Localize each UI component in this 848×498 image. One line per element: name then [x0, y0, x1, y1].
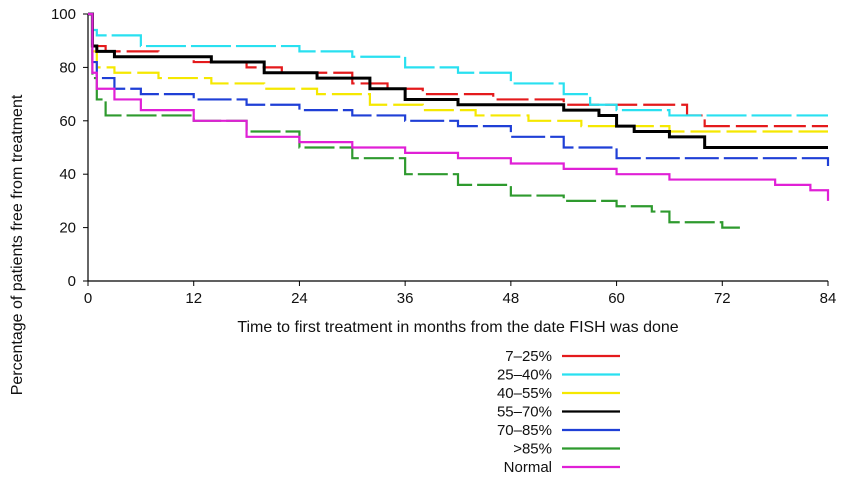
series-line-6: [88, 12, 830, 201]
x-tick-group: 0 12 24 36 48 60 72 84: [84, 281, 837, 307]
y-tick-label: 20: [59, 220, 76, 237]
legend: 7–25% 25–40%40–55% 55–70%70–85% >85%Normal: [497, 348, 620, 476]
x-tick-label: 0: [84, 290, 92, 307]
y-tick-label: 0: [68, 273, 76, 290]
x-tick-label: 36: [397, 290, 414, 307]
x-tick-label: 84: [820, 290, 837, 307]
legend-label: 7–25%: [505, 348, 552, 365]
legend-label: 70–85%: [497, 422, 552, 439]
series-line-5: [88, 12, 740, 229]
series-line-0: [88, 12, 828, 128]
legend-label: 40–55%: [497, 385, 552, 402]
series-line-1: [88, 12, 828, 117]
x-tick-label: 72: [714, 290, 731, 307]
x-tick-label: 24: [291, 290, 308, 307]
legend-label: 25–40%: [497, 367, 552, 384]
series-line-2: [88, 12, 828, 133]
legend-label: 55–70%: [497, 404, 552, 421]
x-axis-title: Time to first treatment in months from t…: [237, 319, 678, 336]
y-tick-group: 0 20 40 60 80 100: [51, 6, 88, 290]
series-line-3: [88, 12, 828, 149]
series-layer: [88, 12, 830, 229]
x-tick-label: 12: [185, 290, 202, 307]
x-tick-label: 48: [503, 290, 520, 307]
legend-label: >85%: [513, 441, 552, 458]
y-tick-label: 100: [51, 6, 76, 23]
y-tick-label: 60: [59, 113, 76, 130]
series-line-4: [88, 12, 830, 169]
y-axis-title: Percentage of patients free from treatme…: [9, 94, 26, 395]
y-tick-label: 40: [59, 166, 76, 183]
plot-area: 0 20 40 60 80 100 0 12 24 36 48 60 72 84: [51, 6, 836, 307]
legend-label: Normal: [504, 459, 552, 476]
x-tick-label: 60: [608, 290, 625, 307]
y-tick-label: 80: [59, 59, 76, 76]
